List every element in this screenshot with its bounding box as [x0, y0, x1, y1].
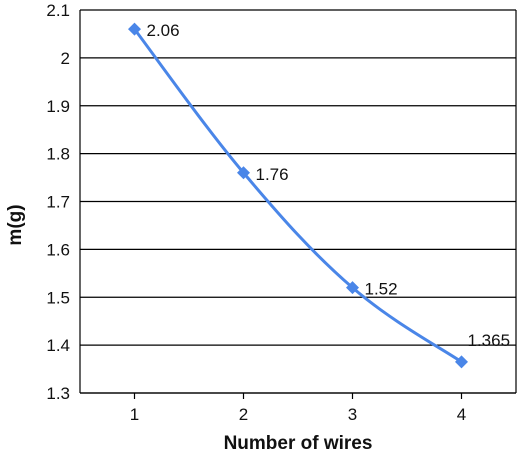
data-point-marker — [128, 22, 141, 36]
series — [128, 22, 468, 369]
data-label: 1.76 — [256, 165, 289, 184]
axes — [79, 10, 517, 399]
data-label: 1.365 — [468, 331, 511, 350]
y-tick-label: 1.3 — [46, 384, 70, 403]
x-tick-label: 1 — [130, 405, 139, 424]
labels: 1.3 1.4 1.5 1.6 1.7 1.8 1.9 2 2.1 1 2 3 4 2.06 1.76 1.5… — [46, 1, 510, 424]
gridlines — [80, 9, 516, 394]
data-point-marker — [455, 355, 468, 369]
y-tick-label: 1.4 — [46, 336, 70, 355]
y-tick-label: 2.1 — [46, 1, 70, 20]
x-tick-label: 3 — [348, 405, 357, 424]
x-tick-label: 2 — [239, 405, 248, 424]
data-label: 2.06 — [147, 21, 180, 40]
y-tick-label: 1.7 — [46, 193, 70, 212]
y-axis-title: m(g) — [5, 204, 26, 245]
x-tick-label: 4 — [457, 405, 466, 424]
data-point-marker — [237, 166, 250, 180]
data-label: 1.52 — [365, 280, 398, 299]
y-tick-label: 1.6 — [46, 240, 70, 259]
y-tick-label: 1.8 — [46, 145, 70, 164]
y-tick-label: 1.5 — [46, 288, 70, 307]
y-tick-label: 1.9 — [46, 97, 70, 116]
y-tick-label: 2 — [61, 49, 70, 68]
series-line — [133, 27, 463, 364]
x-axis-title: Number of wires — [224, 433, 373, 454]
data-point-marker — [346, 281, 359, 295]
